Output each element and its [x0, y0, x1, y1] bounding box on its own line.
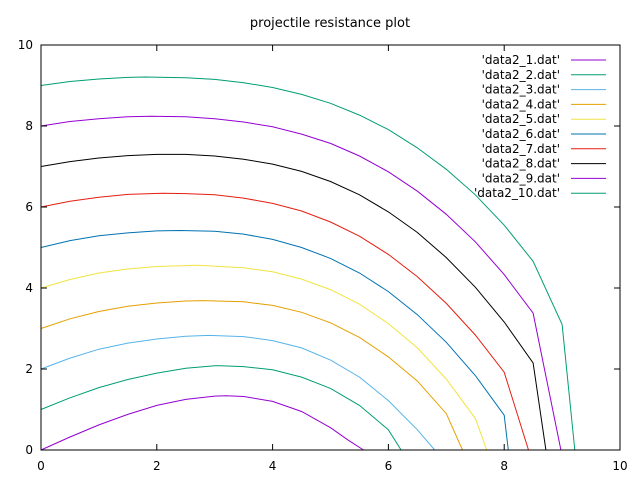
series-line-4	[40, 300, 463, 451]
legend: 'data2_1.dat''data2_2.dat''data2_3.dat''…	[474, 53, 606, 200]
legend-label: 'data2_3.dat'	[482, 83, 560, 97]
x-tick-label: 6	[385, 459, 393, 473]
legend-label: 'data2_9.dat'	[482, 171, 560, 185]
plot-area	[40, 76, 576, 451]
y-tick-label: 4	[25, 281, 33, 295]
series-line-10	[40, 76, 576, 451]
legend-label: 'data2_10.dat'	[474, 186, 560, 200]
legend-label: 'data2_1.dat'	[482, 53, 560, 67]
x-tick-label: 2	[153, 459, 161, 473]
series-line-3	[40, 334, 436, 451]
plot-frame	[40, 44, 621, 451]
y-tick-label: 6	[25, 200, 33, 214]
x-tick-label: 10	[612, 459, 627, 473]
legend-label: 'data2_2.dat'	[482, 68, 560, 82]
chart-title: projectile resistance plot	[250, 16, 410, 31]
series-line-1	[40, 395, 364, 451]
series-line-9	[40, 115, 562, 451]
y-tick-label: 10	[18, 38, 33, 52]
x-tick-label: 8	[500, 459, 508, 473]
y-tick-label: 2	[25, 362, 33, 376]
series-line-8	[40, 153, 547, 451]
y-tick-label: 0	[25, 443, 33, 457]
legend-label: 'data2_5.dat'	[482, 112, 560, 126]
series-line-7	[40, 192, 529, 451]
series-line-6	[40, 229, 509, 451]
y-tick-label: 8	[25, 119, 33, 133]
series-line-2	[40, 365, 402, 451]
legend-label: 'data2_8.dat'	[482, 157, 560, 171]
x-tick-label: 0	[37, 459, 45, 473]
series-line-5	[40, 264, 488, 451]
legend-label: 'data2_6.dat'	[482, 127, 560, 141]
x-tick-label: 4	[269, 459, 277, 473]
axes: 0 2 4 6 8 10 0 2 4 6 8 10	[18, 38, 628, 473]
legend-label: 'data2_7.dat'	[482, 142, 560, 156]
legend-label: 'data2_4.dat'	[482, 97, 560, 111]
